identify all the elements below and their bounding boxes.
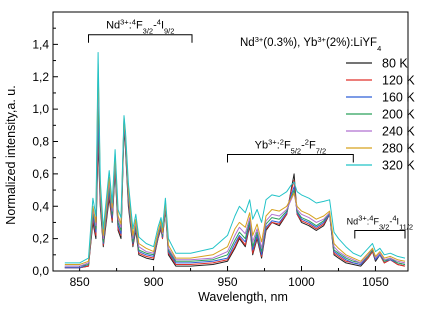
legend-label: 120 K — [382, 74, 415, 88]
annotation-bracket — [227, 154, 354, 163]
annotation-layer: Nd3+:4F3/2-4I9/2 Yb3+:2F5/2-2F7/2 Nd3+:4F3… — [88, 17, 413, 239]
y-tick-label: 0,4 — [32, 199, 49, 213]
y-tick-label: 0,6 — [32, 167, 49, 181]
axis-ticks: 850 900 950 1000 1050 0,0 0,2 0,4 0,6 0,8 1,0 1,2 1,… — [32, 27, 389, 289]
legend-label: 200 K — [382, 108, 415, 122]
y-tick-label: 1,4 — [32, 37, 49, 51]
legend-label: 280 K — [382, 142, 415, 156]
y-tick-label: 0,0 — [32, 264, 49, 278]
legend-label: 240 K — [382, 125, 415, 139]
legend-label: 320 K — [382, 159, 415, 173]
x-tick-label: 850 — [70, 275, 90, 289]
x-tick-label: 950 — [218, 275, 238, 289]
x-tick-label: 900 — [144, 275, 164, 289]
y-tick-label: 1,0 — [32, 102, 49, 116]
legend-label: 80 K — [382, 57, 408, 71]
x-axis-label: Wavelength, nm — [198, 290, 288, 304]
y-tick-label: 0,2 — [32, 232, 49, 246]
series-line-120-k — [64, 124, 406, 269]
x-tick-label: 1050 — [362, 275, 389, 289]
y-axis-label: Normalized intensity,a. u. — [4, 85, 18, 224]
legend-label: 160 K — [382, 91, 415, 105]
series-layer — [64, 52, 406, 269]
y-tick-label: 1,2 — [32, 70, 49, 84]
legend-title: Nd3+(0.3%), Yb3+(2%):LiYF4 — [240, 35, 381, 53]
annotation-label: Yb3+:2F5/2-2F7/2 — [255, 137, 326, 155]
annotation-label: Nd3+:4F3/2-4I9/2 — [106, 17, 174, 35]
x-tick-label: 1000 — [288, 275, 315, 289]
annotation-bracket — [354, 230, 406, 239]
series-line-320-k — [64, 52, 406, 264]
annotation-label: Nd3+:4F3/2-4I11/2 — [347, 213, 413, 231]
annotation-bracket — [88, 34, 193, 43]
y-tick-label: 0,8 — [32, 135, 49, 149]
